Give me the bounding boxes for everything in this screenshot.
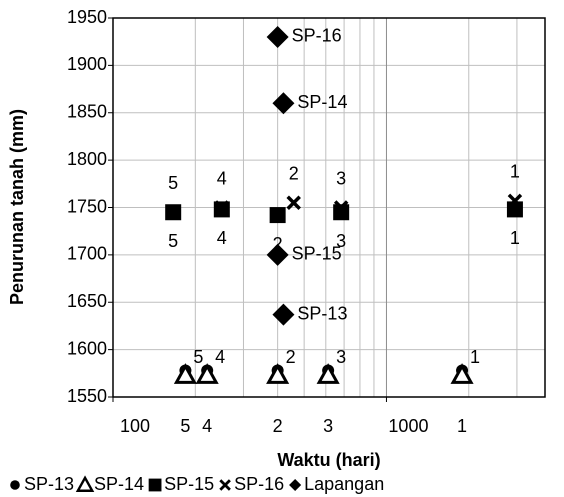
point-label: 2	[273, 416, 283, 436]
y-tick-label: 1850	[67, 102, 107, 122]
marker	[195, 363, 219, 384]
x-tick-label: 100	[120, 416, 150, 436]
y-tick-label: 1750	[67, 196, 107, 216]
marker	[269, 207, 286, 224]
point-label: 2	[289, 164, 299, 184]
point-label: 5	[193, 347, 203, 367]
point-label: SP-16	[292, 26, 342, 46]
legend-label: SP-14	[94, 474, 144, 494]
marker	[165, 205, 181, 220]
y-tick-label: 1700	[67, 244, 107, 264]
marker	[286, 195, 301, 210]
plot-frame	[112, 17, 546, 398]
marker	[173, 363, 197, 384]
y-tick-label: 1800	[67, 149, 107, 169]
point-label: 5	[168, 173, 178, 193]
marker	[266, 363, 290, 384]
point-label: 1	[510, 228, 520, 248]
marker	[289, 478, 302, 492]
point-label: 2	[286, 347, 296, 367]
marker	[266, 25, 289, 48]
point-label: 5	[180, 416, 190, 436]
marker	[214, 200, 230, 215]
marker	[450, 363, 474, 384]
point-label: 3	[336, 347, 346, 367]
legend-label: SP-16	[234, 474, 284, 494]
point-label: 3	[336, 168, 346, 188]
marker	[75, 475, 95, 492]
point-label: 3	[323, 416, 333, 436]
marker	[266, 243, 289, 266]
y-tick-label: 1600	[67, 338, 107, 358]
point-label: SP-14	[297, 92, 347, 112]
marker	[506, 201, 523, 218]
marker	[507, 193, 523, 209]
point-label: 2	[273, 234, 283, 254]
marker	[219, 479, 231, 491]
marker	[148, 478, 162, 492]
point-label: 1	[510, 162, 520, 182]
legend: SP-13 SP-14 SP-15 SP-16 Lapangan	[10, 474, 384, 494]
point-label: SP-15	[292, 244, 342, 264]
point-label: 1	[470, 347, 480, 367]
marker	[333, 200, 349, 215]
point-label: 5	[168, 231, 178, 251]
legend-label: Lapangan	[304, 474, 384, 494]
point-label: 4	[217, 168, 227, 188]
marker	[272, 92, 295, 115]
y-tick-label: 1950	[67, 7, 107, 27]
y-tick-label: 1900	[67, 54, 107, 74]
marker	[10, 480, 20, 490]
x-axis-title: Waktu (hari)	[277, 450, 380, 470]
point-label: 4	[217, 228, 227, 248]
y-axis-title: Penurunan tanah (mm)	[7, 109, 27, 305]
marker	[316, 363, 340, 384]
point-label: 4	[202, 416, 212, 436]
marker	[333, 204, 350, 221]
x-tick-label: 1000	[388, 416, 428, 436]
legend-label: SP-15	[164, 474, 214, 494]
point-label: 4	[215, 347, 225, 367]
marker	[272, 303, 295, 326]
point-label: SP-13	[297, 303, 347, 323]
point-label: 3	[336, 231, 346, 251]
legend-label: SP-13	[24, 474, 74, 494]
y-tick-label: 1650	[67, 291, 107, 311]
point-label: 1	[457, 416, 467, 436]
y-tick-label: 1550	[67, 386, 107, 406]
